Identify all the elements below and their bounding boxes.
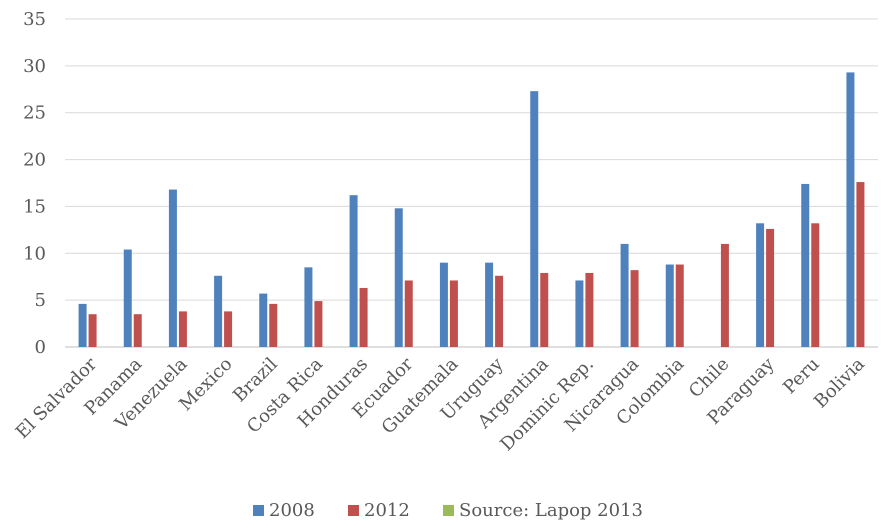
y-tick-label: 25: [23, 103, 46, 124]
bar-2012-costa-rica: [314, 301, 323, 347]
bar-2012-venezuela: [178, 311, 187, 347]
bar-2008-peru: [801, 183, 810, 347]
bar-2012-nicaragua: [630, 270, 639, 347]
bar-2008-el-salvador: [78, 303, 87, 347]
bar-2012-guatemala: [449, 280, 458, 347]
bar-2008-nicaragua: [620, 243, 629, 347]
bar-2008-honduras: [349, 195, 358, 347]
bar-2012-bolivia: [856, 182, 865, 347]
legend-swatch: [348, 505, 359, 516]
bar-2008-costa-rica: [304, 267, 313, 347]
bar-2008-venezuela: [168, 189, 177, 347]
y-tick-label: 30: [23, 56, 46, 77]
bar-2008-panama: [123, 249, 132, 347]
bar-2012-paraguay: [766, 228, 775, 347]
bar-2012-dominic-rep-: [585, 272, 594, 347]
bar-2012-peru: [811, 223, 820, 347]
y-tick-label: 15: [23, 196, 46, 217]
bar-2012-colombia: [675, 264, 684, 347]
y-tick-label: 20: [23, 150, 46, 171]
y-tick-label: 35: [23, 9, 46, 30]
bar-2008-colombia: [665, 264, 674, 347]
bar-2008-guatemala: [439, 262, 448, 347]
y-tick-label: 5: [35, 290, 46, 311]
bar-2008-argentina: [530, 91, 539, 347]
legend-swatch: [253, 505, 264, 516]
bar-2012-brazil: [269, 303, 278, 347]
legend-label: 2012: [364, 500, 410, 521]
y-tick-label: 10: [23, 243, 46, 264]
bar-2012-honduras: [359, 287, 368, 347]
y-axis-tick-labels: 0 5 10 15 20 25 30 35: [23, 9, 46, 358]
bar-2008-bolivia: [846, 72, 855, 347]
bar-2008-ecuador: [394, 208, 403, 347]
bar-2012-ecuador: [404, 280, 413, 347]
bar-2008-dominic-rep-: [575, 280, 584, 347]
bar-2012-chile: [720, 243, 729, 347]
legend-swatch: [443, 505, 454, 516]
gridlines: [65, 18, 878, 348]
bar-2012-panama: [133, 314, 142, 347]
y-tick-label: 0: [35, 337, 46, 358]
x-axis-category-labels: El SalvadorPanamaVenezuelaMexicoBrazilCo…: [12, 353, 869, 455]
legend-label: 2008: [269, 500, 315, 521]
bars: [78, 72, 865, 347]
bar-2008-mexico: [214, 275, 223, 347]
bar-2012-el-salvador: [88, 314, 97, 347]
bar-2008-paraguay: [756, 223, 765, 347]
bar-2012-uruguay: [495, 275, 504, 347]
bar-2008-uruguay: [485, 262, 494, 347]
legend: 2008 2012 Source: Lapop 2013: [253, 500, 643, 521]
legend-label: Source: Lapop 2013: [459, 500, 643, 521]
x-category-label: Bolivia: [810, 354, 869, 413]
bar-2008-brazil: [259, 293, 268, 347]
bar-2012-mexico: [224, 311, 233, 347]
bar-2012-argentina: [540, 272, 549, 347]
